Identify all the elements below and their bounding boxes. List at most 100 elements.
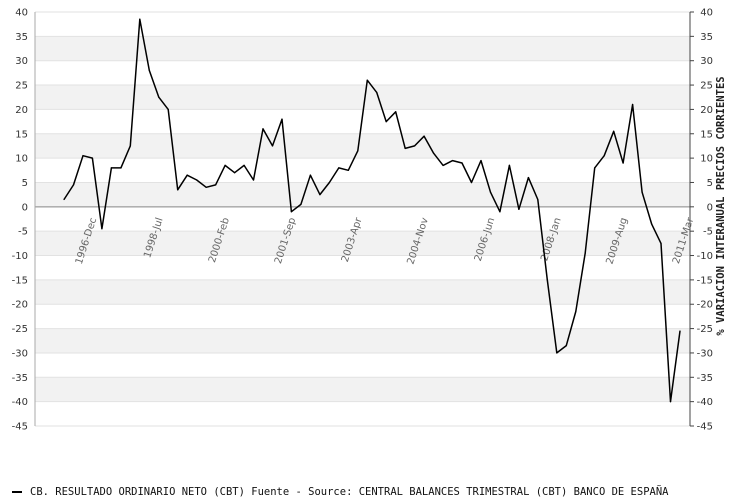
data-point [347, 169, 349, 171]
data-point [404, 147, 406, 149]
y-tick-label-right: 15 [700, 129, 713, 140]
y-tick-label-right: 0 [707, 202, 713, 213]
data-point [319, 194, 321, 196]
data-point [300, 203, 302, 205]
data-point [423, 135, 425, 137]
data-point [641, 191, 643, 193]
data-point [622, 162, 624, 164]
grid-band [35, 377, 690, 402]
grid-band [35, 85, 690, 110]
data-point [556, 352, 558, 354]
y-tick-label-left: -20 [12, 300, 28, 311]
data-point [328, 181, 330, 184]
data-point [177, 189, 179, 191]
data-point [167, 108, 169, 110]
y-tick-label-left: -35 [12, 373, 28, 384]
y-axis-right-label: % VARIACION INTERANUAL PRECIOS CORRIENTE… [715, 76, 727, 335]
y-tick-label-right: 20 [700, 105, 713, 116]
y-tick-label-right: 30 [700, 56, 713, 67]
data-point [252, 179, 255, 181]
y-tick-label-left: 0 [22, 202, 28, 213]
y-tick-label-left: -15 [12, 275, 28, 286]
data-point [470, 181, 473, 184]
grid-band [35, 328, 690, 353]
data-point [205, 186, 207, 188]
data-point [632, 103, 634, 106]
grid-band [35, 279, 690, 305]
y-tick-label-left: 5 [22, 178, 28, 189]
grid-band [35, 133, 690, 159]
data-point [584, 252, 586, 254]
data-point [480, 160, 482, 162]
data-point [679, 330, 681, 332]
data-point [461, 162, 463, 164]
series-lines [63, 18, 681, 403]
y-axis-left-ticks: 40 35 30 25 20 15 10 5 0 -5 -10 -15 -20 -25 -30 -35 -40 -… [12, 8, 28, 433]
data-point [120, 167, 122, 169]
data-point [91, 157, 93, 159]
data-point [366, 79, 368, 81]
legend-label: CB. RESULTADO ORDINARIO NETO (CBT) Fuent… [30, 486, 669, 498]
y-tick-label-left: 30 [15, 56, 28, 67]
data-point [72, 184, 75, 186]
data-point [489, 191, 492, 193]
data-point [376, 91, 378, 93]
data-point [82, 155, 84, 157]
y-tick-label-right: -15 [697, 275, 713, 286]
y-tick-label-left: 10 [15, 154, 28, 165]
data-point [215, 184, 217, 186]
data-point [234, 172, 236, 174]
y-tick-label-left: 40 [15, 8, 28, 19]
gridlines [35, 11, 690, 427]
data-point [669, 401, 672, 403]
y-tick-label-right: -30 [697, 348, 713, 359]
data-point [63, 198, 65, 201]
data-point [290, 211, 292, 213]
y-tick-label-right: 25 [700, 81, 713, 92]
y-tick-label-right: 5 [707, 178, 713, 189]
y-tick-label-right: -5 [703, 227, 713, 238]
data-point [546, 279, 548, 281]
data-point [613, 130, 615, 132]
grid-band [35, 182, 690, 207]
data-point [357, 150, 359, 152]
y-axis-right-ticks: 40 35 30 25 20 15 10 5 0 -5 -10 -15 -20 -25 -30 -35 -40 -… [690, 8, 713, 433]
y-tick-label-right: 10 [700, 154, 713, 165]
data-point [433, 152, 435, 154]
data-point [139, 18, 141, 20]
data-point [309, 174, 311, 176]
data-point [603, 155, 605, 157]
data-point [508, 164, 510, 166]
data-point [527, 177, 530, 179]
data-point [499, 211, 501, 213]
y-tick-label-left: 20 [15, 105, 28, 116]
data-point [395, 111, 397, 113]
legend-swatch [12, 491, 22, 493]
y-tick-label-left: -40 [12, 397, 28, 408]
data-point [537, 198, 539, 201]
y-tick-label-right: 40 [700, 8, 713, 19]
data-point [518, 208, 520, 210]
y-tick-label-right: 35 [700, 32, 713, 43]
data-point [186, 174, 188, 176]
data-point [281, 118, 283, 120]
y-tick-label-left: -10 [12, 251, 28, 262]
data-point [414, 145, 416, 147]
data-point [651, 223, 653, 225]
y-tick-label-right: -25 [697, 324, 713, 335]
data-point [594, 167, 596, 169]
y-tick-label-right: -10 [697, 251, 713, 262]
grid-bands [35, 36, 690, 402]
data-point [271, 145, 274, 147]
data-point [565, 345, 567, 347]
y-tick-label-left: -25 [12, 324, 28, 335]
data-point [243, 164, 245, 166]
legend: CB. RESULTADO ORDINARIO NETO (CBT) Fuent… [12, 486, 668, 498]
y-tick-label-left: 25 [15, 81, 28, 92]
y-tick-label-left: 35 [15, 32, 28, 43]
data-point [110, 167, 112, 169]
data-point [224, 164, 226, 166]
series-line [63, 18, 681, 403]
data-point [148, 69, 150, 71]
